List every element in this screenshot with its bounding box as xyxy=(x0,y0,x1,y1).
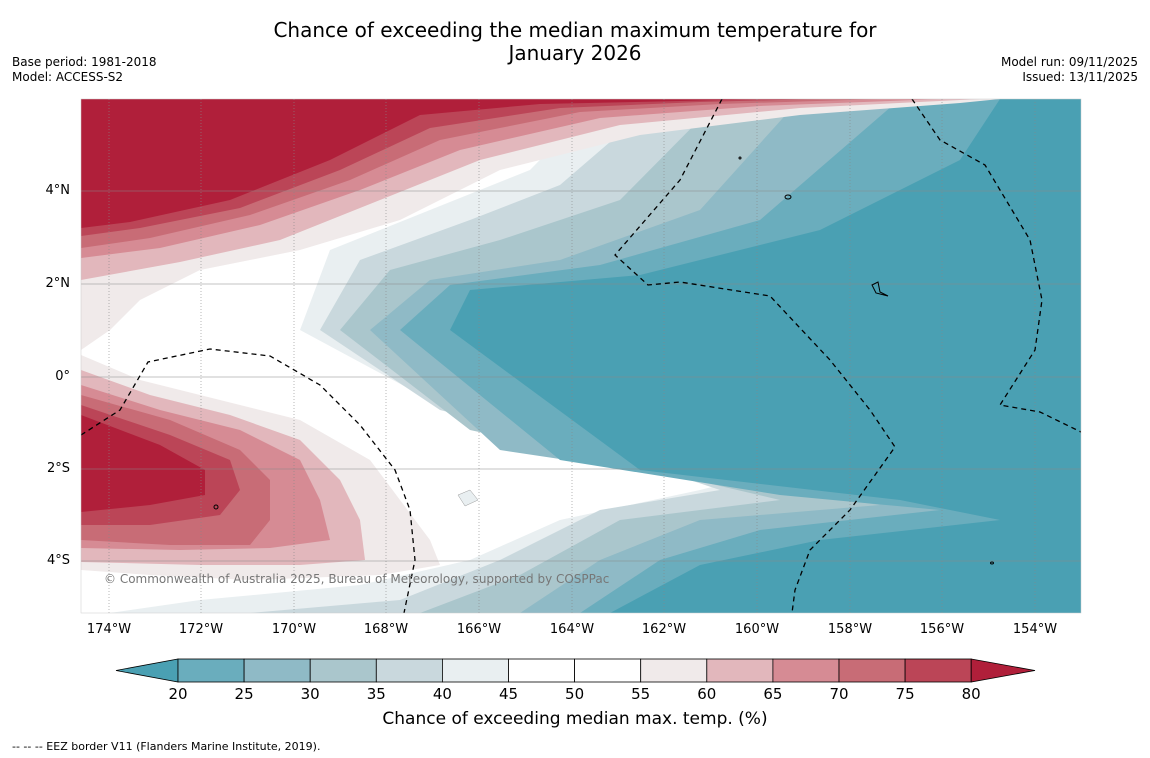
colorbar-bin-40 xyxy=(441,658,509,683)
title-line-2: January 2026 xyxy=(508,41,642,65)
colorbar-tick-65: 65 xyxy=(763,685,783,703)
map-fill xyxy=(81,99,1081,613)
colorbar-tick-20: 20 xyxy=(168,685,188,703)
colorbar xyxy=(115,658,1036,683)
colorbar-bin-60 xyxy=(706,658,774,683)
colorbar-label: Chance of exceeding median max. temp. (%… xyxy=(382,709,768,729)
colorbar-bin-20 xyxy=(177,658,245,683)
colorbar-bin-75 xyxy=(904,658,972,683)
base-period: Base period: 1981-2018 xyxy=(12,55,157,69)
map-title: Chance of exceeding the median maximum t… xyxy=(0,19,1150,65)
colorbar-tick-45: 45 xyxy=(498,685,519,703)
colorbar-tick-40: 40 xyxy=(432,685,452,703)
lon-label-164w: 164°W xyxy=(549,622,595,637)
colorbar-tick-80: 80 xyxy=(961,685,981,703)
colorbar-tick-55: 55 xyxy=(631,685,651,703)
colorbar-tick-35: 35 xyxy=(366,685,386,703)
issued-date: Issued: 13/11/2025 xyxy=(1022,70,1138,84)
lon-label-166w: 166°W xyxy=(456,622,502,637)
lon-label-160w: 160°W xyxy=(734,622,780,637)
colorbar-extend-high xyxy=(970,658,1036,683)
colorbar-tick-30: 30 xyxy=(300,685,320,703)
meta-left: Base period: 1981-2018 Model: ACCESS-S2 xyxy=(12,55,157,85)
lon-label-156w: 156°W xyxy=(919,622,965,637)
lat-label-4n: 4°N xyxy=(45,183,71,198)
lon-label-174w: 174°W xyxy=(86,622,132,637)
title-line-1: Chance of exceeding the median maximum t… xyxy=(273,18,877,42)
eez-footnote: -- -- -- EEZ border V11 (Flanders Marine… xyxy=(12,740,321,753)
graticule xyxy=(81,99,1081,613)
lon-label-170w: 170°W xyxy=(271,622,317,637)
lon-label-158w: 158°W xyxy=(827,622,873,637)
colorbar-extend-low xyxy=(115,658,179,683)
colorbar-bin-35 xyxy=(375,658,443,683)
colorbar-bin-45 xyxy=(508,658,575,683)
model-run: Model run: 09/11/2025 xyxy=(1000,55,1138,69)
colorbar-bin-70 xyxy=(838,658,906,683)
lat-label-4s: 4°S xyxy=(46,553,70,568)
colorbar-bin-65 xyxy=(772,658,840,683)
colorbar-tick-70: 70 xyxy=(829,685,849,703)
model-name: Model: ACCESS-S2 xyxy=(12,70,124,84)
colorbar-tick-50: 50 xyxy=(565,685,585,703)
colorbar-bin-30 xyxy=(309,658,377,683)
colorbar-bin-55 xyxy=(640,658,708,683)
lon-label-162w: 162°W xyxy=(641,622,687,637)
lon-label-172w: 172°W xyxy=(178,622,224,637)
colorbar-bin-25 xyxy=(243,658,311,683)
lon-label-168w: 168°W xyxy=(363,622,409,637)
colorbar-tick-75: 75 xyxy=(895,685,915,703)
lon-label-154w: 154°W xyxy=(1012,622,1058,637)
colorbar-bin-50 xyxy=(574,658,642,683)
colorbar-tick-60: 60 xyxy=(697,685,717,703)
islands xyxy=(213,156,994,565)
eez-borders xyxy=(81,99,1081,613)
lat-label-2s: 2°S xyxy=(46,461,70,476)
meta-right: Model run: 09/11/2025 Issued: 13/11/2025 xyxy=(1001,55,1138,85)
colorbar-tick-25: 25 xyxy=(234,685,254,703)
copyright-notice: © Commonwealth of Australia 2025, Bureau… xyxy=(104,572,610,586)
lat-label-0: 0° xyxy=(55,369,70,384)
lat-label-2n: 2°N xyxy=(45,276,71,291)
